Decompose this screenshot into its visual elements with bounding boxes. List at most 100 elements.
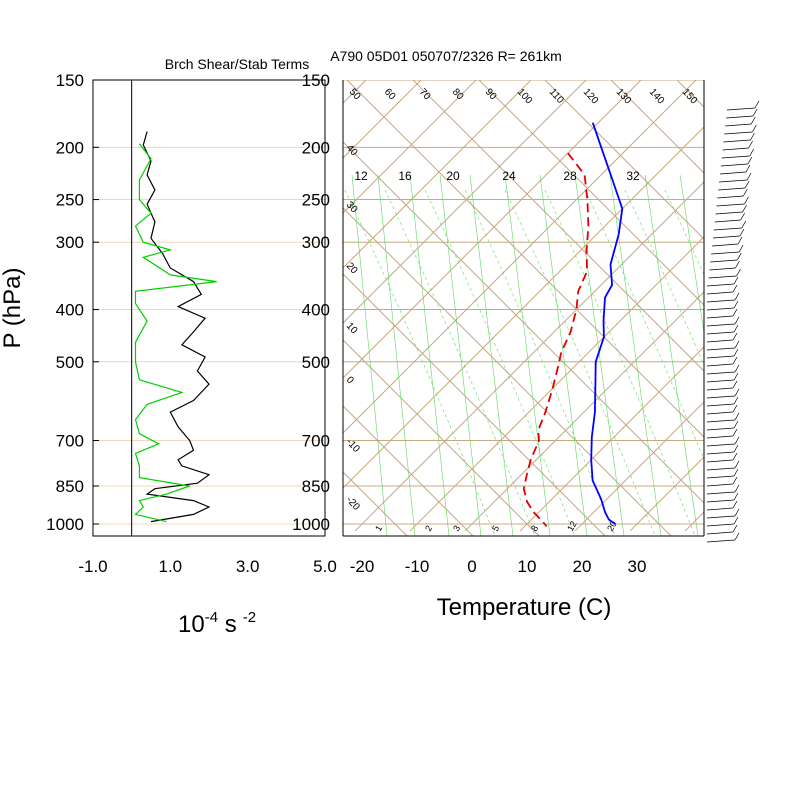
isotherm-line — [343, 126, 704, 489]
isotherm-label: 10 — [344, 321, 360, 337]
wind-barb-flag — [750, 116, 756, 125]
moist-adiabat-line — [344, 189, 496, 536]
mixing-ratio-bottom-label: 12 — [565, 519, 579, 533]
wind-barb-flag — [732, 476, 738, 485]
moist-adiabat-line — [504, 189, 656, 536]
wind-barb-flag — [732, 380, 738, 389]
wind-barb-flag — [733, 420, 739, 429]
wind-barb-flag — [734, 484, 740, 493]
wind-barb-flag — [733, 396, 739, 405]
left-series-line-1 — [134, 143, 217, 523]
mixing-ratio-bottom-label: 8 — [529, 524, 540, 533]
dry-adiabat-line — [0, 66, 275, 536]
moist-adiabat-line — [664, 189, 704, 276]
temperature-tick-label: 20 — [573, 557, 592, 576]
wind-barb — [706, 315, 734, 319]
right-y-tick-label: 500 — [302, 353, 330, 372]
wind-barb — [721, 155, 750, 159]
wind-barb-flag — [734, 340, 740, 349]
wind-barb — [724, 131, 753, 135]
wind-barb — [719, 179, 748, 183]
right-y-tick-label: 150 — [302, 71, 330, 90]
wind-barb-flag — [733, 444, 739, 453]
left-y-tick-labels: 150 200 250 300 400 500 700 850 1000 — [46, 71, 99, 534]
skewt-background-lines — [0, 66, 704, 536]
wind-barb — [706, 467, 736, 471]
skewt-title: A790 05D01 050707/2326 R= 261km — [330, 48, 562, 64]
left-panel-title: Brch Shear/Stab Terms — [165, 56, 309, 72]
dry-adiabat-line — [610, 80, 704, 174]
wind-barb-flag — [732, 284, 738, 293]
wind-barb — [706, 323, 736, 327]
wind-barb-flag — [733, 372, 739, 381]
wind-barb-flag — [739, 228, 745, 237]
isotherm-line — [409, 236, 704, 532]
wind-barb — [706, 531, 734, 535]
right-y-tick-label: 250 — [302, 191, 330, 210]
dry-adiabat-line — [412, 80, 704, 372]
isotherm-label: 80 — [450, 87, 466, 103]
wind-barb-flag — [734, 364, 740, 373]
wind-barb-flag — [733, 276, 739, 285]
wind-barb-flag — [743, 188, 748, 197]
wind-barb — [706, 299, 736, 303]
mixing-ratio-top-label: 28 — [563, 169, 577, 183]
dry-adiabat-line — [343, 141, 704, 504]
wind-barb-flag — [735, 260, 740, 269]
wind-barb — [706, 347, 736, 351]
wind-barb-flag — [732, 524, 738, 533]
wind-barb — [726, 107, 756, 111]
isotherm-label: -20 — [344, 495, 362, 513]
isotherm-line — [519, 346, 704, 532]
mixing-ratio-top-label: 12 — [354, 169, 368, 183]
wind-barb — [706, 379, 735, 383]
wind-barb — [712, 235, 740, 239]
mixing-ratio-line — [504, 174, 551, 536]
left-y-tick-label: 850 — [56, 477, 84, 496]
wind-barb-flag — [732, 404, 738, 413]
left-x-axis-label: 10-4 s -2 — [178, 609, 256, 638]
wind-barb-flag — [744, 196, 749, 205]
dry-adiabat-line — [0, 66, 341, 536]
isotherm-line — [343, 80, 532, 269]
wind-barb — [719, 171, 746, 175]
dewpoint-profile-line — [522, 152, 590, 527]
mixing-ratio-bottom-label: 3 — [451, 524, 462, 533]
mixing-ratio-line — [409, 174, 450, 536]
wind-barb — [713, 227, 742, 231]
wind-barb — [715, 211, 743, 215]
wind-barb-flag — [736, 252, 742, 261]
moist-adiabat-line — [544, 189, 696, 536]
shear-stability-panel: 150 200 250 300 400 500 700 850 1000 -1.0 1.0 3.0 5… — [0, 56, 337, 638]
unit-base: 10 — [178, 611, 205, 638]
wind-barb-flag — [744, 180, 750, 189]
wind-barb-flag — [734, 436, 740, 445]
temperature-tick-label: 0 — [467, 557, 476, 576]
wind-barb — [726, 115, 754, 119]
wind-barb — [708, 275, 737, 279]
wind-barb-flag — [734, 412, 740, 421]
wind-barb-flag — [734, 508, 740, 517]
wind-barb-flag — [736, 268, 741, 277]
right-x-tick-labels: -20 -10 0 10 20 30 — [350, 557, 647, 576]
isotherm-label: 0 — [344, 375, 356, 387]
mixing-ratio-line — [644, 174, 699, 536]
left-x-tick-label: -1.0 — [78, 557, 107, 576]
mixing-ratio-line — [469, 174, 514, 536]
isotherm-label: 70 — [417, 87, 433, 103]
mixing-ratio-line — [574, 174, 625, 536]
wind-barb-flag — [733, 516, 739, 525]
wind-barb-flag — [752, 108, 758, 117]
isotherm-line — [343, 80, 587, 324]
left-y-tick-label: 250 — [56, 191, 84, 210]
wind-barb — [706, 419, 736, 423]
mixing-ratio-top-label: 24 — [502, 169, 516, 183]
mixing-ratio-top-label: 16 — [398, 169, 412, 183]
wind-barb-flag — [754, 100, 760, 109]
wind-barb — [706, 283, 735, 287]
mixing-ratio-line — [439, 174, 482, 536]
wind-barb — [709, 267, 736, 271]
mixing-ratio-bottom-label: 20 — [605, 519, 619, 533]
wind-barb-flag — [733, 324, 739, 333]
